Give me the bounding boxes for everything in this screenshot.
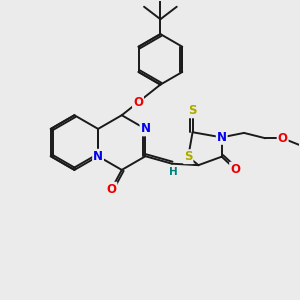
Text: O: O [106,183,116,196]
Text: N: N [140,122,150,135]
Text: S: S [184,150,193,163]
Text: S: S [188,104,197,117]
Text: O: O [278,132,288,145]
Text: H: H [169,167,178,177]
Text: N: N [217,131,227,144]
Text: N: N [93,150,103,163]
Text: O: O [230,163,240,176]
Text: O: O [133,96,143,109]
